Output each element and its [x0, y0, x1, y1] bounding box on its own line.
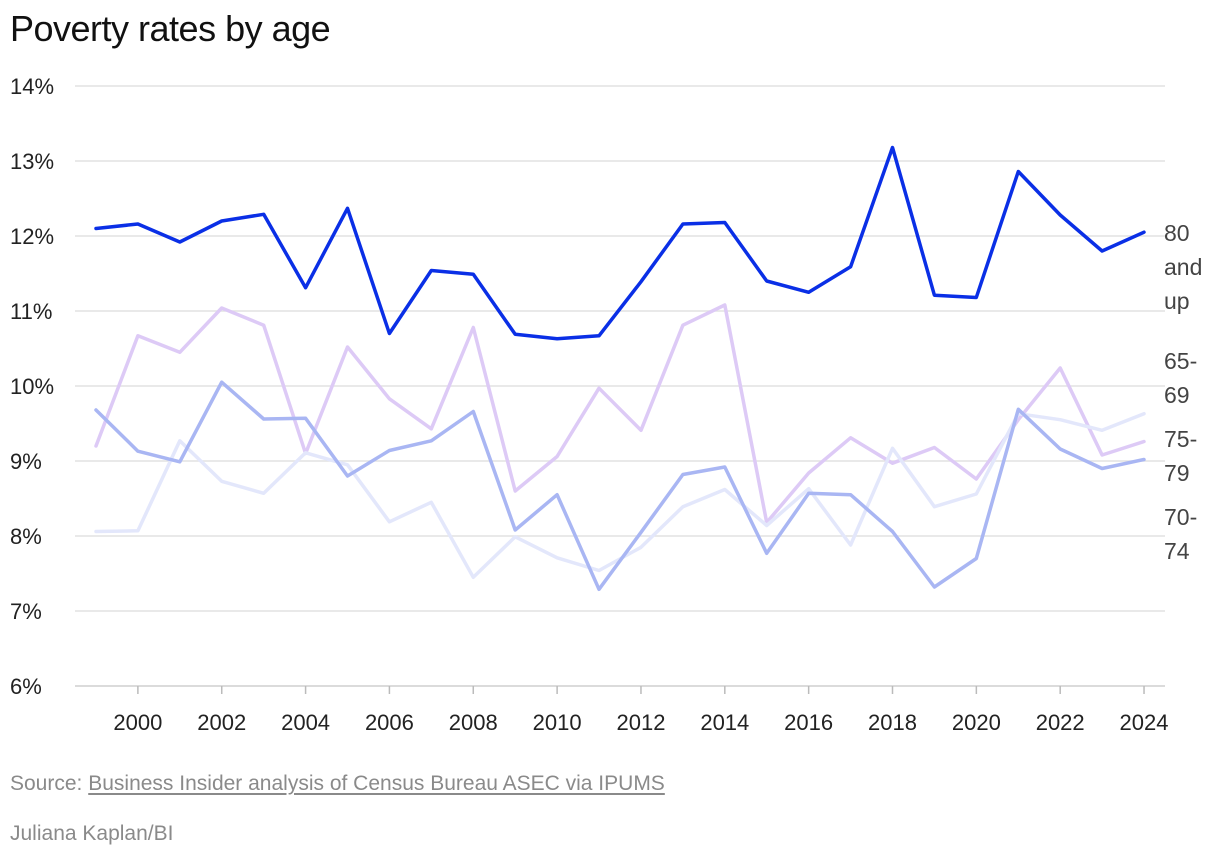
series-line-70-74: [94, 411, 1146, 580]
x-tick-label-2022: 2022: [1036, 710, 1085, 735]
x-tick-label-2000: 2000: [113, 710, 162, 735]
chart-title: Poverty rates by age: [10, 8, 331, 49]
y-tick-label-14: 14%: [10, 74, 54, 99]
x-tick-label-2004: 2004: [281, 710, 330, 735]
source-prefix: Source:: [10, 772, 83, 795]
series-label-75-79: 75-79: [1164, 426, 1197, 486]
y-tick-label-10: 10%: [10, 374, 54, 399]
x-axis: 2000 2002 2004 2006 2008 2010 2012 2014 2016 2018…: [113, 686, 1169, 735]
series-line-75-79: [94, 380, 1146, 592]
y-tick-label-6: 6%: [10, 674, 42, 699]
x-tick-label-2002: 2002: [197, 710, 246, 735]
series-line-65-69: [94, 303, 1146, 525]
x-tick-label-2010: 2010: [533, 710, 582, 735]
x-tick-label-2016: 2016: [784, 710, 833, 735]
byline: Juliana Kaplan/BI: [10, 822, 174, 845]
series-lines: [94, 145, 1146, 592]
x-tick-label-2024: 2024: [1120, 710, 1169, 735]
series-label-65-69: 65-69: [1164, 348, 1197, 408]
series-label-70-74: 70-74: [1164, 504, 1197, 564]
y-tick-label-7: 7%: [10, 599, 42, 624]
y-tick-label-8: 8%: [10, 524, 42, 549]
x-tick-label-2006: 2006: [365, 710, 414, 735]
x-tick-label-2008: 2008: [449, 710, 498, 735]
gridlines: [75, 85, 1165, 687]
x-tick-label-2012: 2012: [616, 710, 665, 735]
line-chart: 6% 7% 8% 9% 10% 11% 12% 13% 14% 2000 2002 2004 2006…: [10, 74, 1202, 735]
y-tick-label-11: 11%: [10, 299, 52, 324]
y-tick-label-12: 12%: [10, 224, 54, 249]
source-note: Source: Business Insider analysis of Cen…: [10, 772, 665, 796]
x-tick-label-2018: 2018: [868, 710, 917, 735]
source-link[interactable]: Business Insider analysis of Census Bure…: [88, 772, 665, 795]
x-tick-label-2020: 2020: [952, 710, 1001, 735]
series-label-80-and-up: 80 and up: [1164, 220, 1202, 314]
series-line-80-and-up: [94, 145, 1146, 341]
y-tick-label-9: 9%: [10, 449, 42, 474]
series-labels: 65-69 70-74 75-79 80 and up: [1164, 220, 1202, 564]
y-axis: 6% 7% 8% 9% 10% 11% 12% 13% 14%: [10, 74, 54, 699]
y-tick-label-13: 13%: [10, 149, 54, 174]
x-tick-label-2014: 2014: [700, 710, 749, 735]
